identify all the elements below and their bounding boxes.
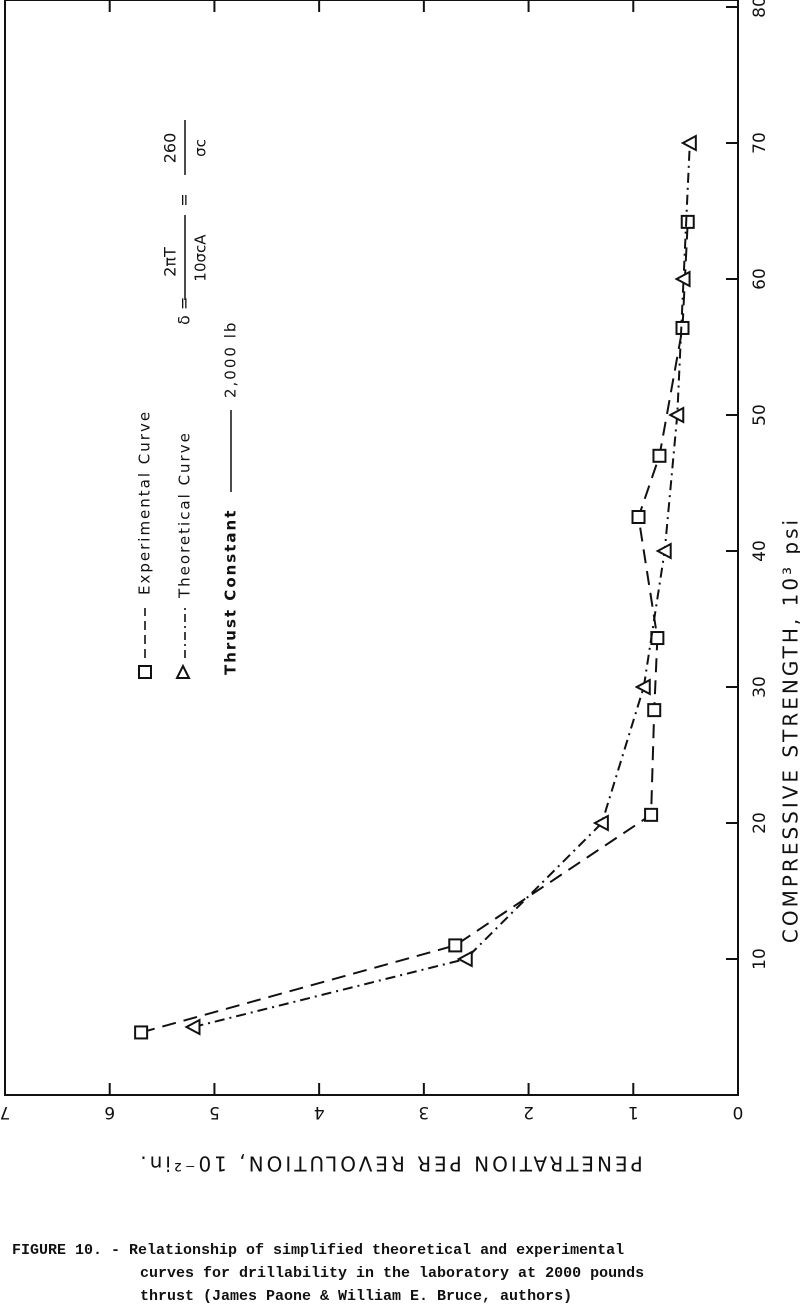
legend-marker [138, 665, 152, 679]
data-point [184, 1018, 201, 1036]
data-point [631, 510, 646, 524]
formula-num: 2πT [161, 247, 180, 277]
x-tick-label: 50 [750, 404, 770, 426]
y-tick-label: 3 [418, 1102, 429, 1122]
data-point [644, 807, 659, 822]
series-line [193, 142, 691, 1028]
formula-den: σc [192, 139, 210, 157]
y-tick-label: 7 [0, 1102, 10, 1122]
data-point [652, 448, 667, 463]
caption: curves for drillability in the laborator… [140, 1265, 644, 1282]
caption: FIGURE 10. - Relationship of simplified … [12, 1242, 624, 1259]
y-tick-label: 4 [314, 1102, 325, 1122]
y-tick-label: 0 [733, 1102, 744, 1122]
thrust-value: 2,000 lb [222, 321, 240, 398]
y-axis-title: PENETRATION PER REVOLUTION, 10⁻²in. [137, 1152, 642, 1176]
x-tick-label: 30 [750, 676, 770, 698]
formula-eq: = [175, 193, 194, 206]
formula-den: 10σcA [192, 234, 210, 282]
x-tick-label: 70 [750, 132, 770, 154]
data-point [650, 631, 665, 646]
legend-marker [175, 663, 191, 679]
data-point [448, 938, 463, 953]
data-point [592, 814, 609, 832]
x-tick-label: 20 [750, 812, 770, 834]
formula-lhs: δ = [175, 297, 194, 325]
data-point [634, 678, 651, 696]
data-point [668, 406, 685, 424]
y-tick-label: 6 [104, 1102, 115, 1122]
y-tick-label: 1 [628, 1102, 639, 1122]
y-tick-label: 5 [209, 1102, 220, 1122]
data-point [647, 703, 662, 718]
data-point [675, 320, 690, 335]
data-point [655, 542, 672, 560]
legend-label: Theoretical Curve [176, 431, 194, 599]
data-point [674, 270, 691, 288]
x-tick-label: 60 [750, 268, 770, 290]
data-point [680, 134, 697, 152]
data-point [680, 214, 695, 229]
thrust-label: Thrust Constant [222, 509, 240, 675]
x-tick-label: 40 [750, 540, 770, 562]
data-point [134, 1025, 149, 1040]
x-tick-label: 80 [750, 0, 770, 18]
x-tick-label: 10 [750, 948, 770, 970]
legend-label: Experimental Curve [136, 410, 154, 595]
plot-frame [4, 0, 739, 1096]
caption: thrust (James Paone & William E. Bruce, … [140, 1288, 572, 1305]
data-point [456, 950, 473, 968]
x-axis-title: COMPRESSIVE STRENGTH, 10³ psi [779, 517, 800, 943]
formula-num: 260 [161, 133, 180, 164]
y-tick-label: 2 [523, 1102, 534, 1122]
